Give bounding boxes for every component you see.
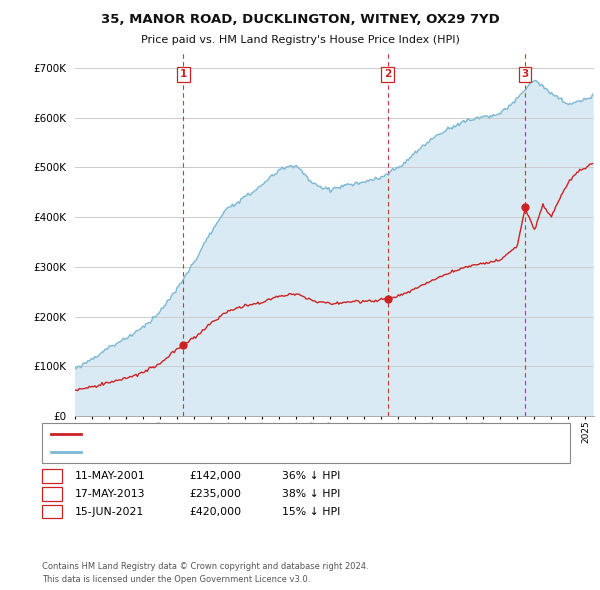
Text: 17-MAY-2013: 17-MAY-2013: [75, 489, 146, 499]
Text: £235,000: £235,000: [189, 489, 241, 499]
Text: 3: 3: [521, 70, 529, 80]
Text: £142,000: £142,000: [189, 471, 241, 481]
Text: 3: 3: [48, 507, 56, 516]
Text: 2: 2: [384, 70, 391, 80]
Text: 36% ↓ HPI: 36% ↓ HPI: [282, 471, 340, 481]
Text: 38% ↓ HPI: 38% ↓ HPI: [282, 489, 340, 499]
Text: Price paid vs. HM Land Registry's House Price Index (HPI): Price paid vs. HM Land Registry's House …: [140, 35, 460, 45]
Text: 1: 1: [180, 70, 187, 80]
Text: This data is licensed under the Open Government Licence v3.0.: This data is licensed under the Open Gov…: [42, 575, 310, 584]
Text: £420,000: £420,000: [189, 507, 241, 516]
Text: Contains HM Land Registry data © Crown copyright and database right 2024.: Contains HM Land Registry data © Crown c…: [42, 562, 368, 571]
Text: 35, MANOR ROAD, DUCKLINGTON, WITNEY, OX29 7YD: 35, MANOR ROAD, DUCKLINGTON, WITNEY, OX2…: [101, 13, 499, 26]
Text: HPI: Average price, detached house, West Oxfordshire: HPI: Average price, detached house, West…: [87, 447, 352, 457]
Text: 11-MAY-2001: 11-MAY-2001: [75, 471, 146, 481]
Text: 1: 1: [48, 471, 56, 481]
Text: 35, MANOR ROAD, DUCKLINGTON, WITNEY, OX29 7YD (detached house): 35, MANOR ROAD, DUCKLINGTON, WITNEY, OX2…: [87, 430, 440, 440]
Text: 15-JUN-2021: 15-JUN-2021: [75, 507, 144, 516]
Text: 2: 2: [48, 489, 56, 499]
Text: 15% ↓ HPI: 15% ↓ HPI: [282, 507, 340, 516]
